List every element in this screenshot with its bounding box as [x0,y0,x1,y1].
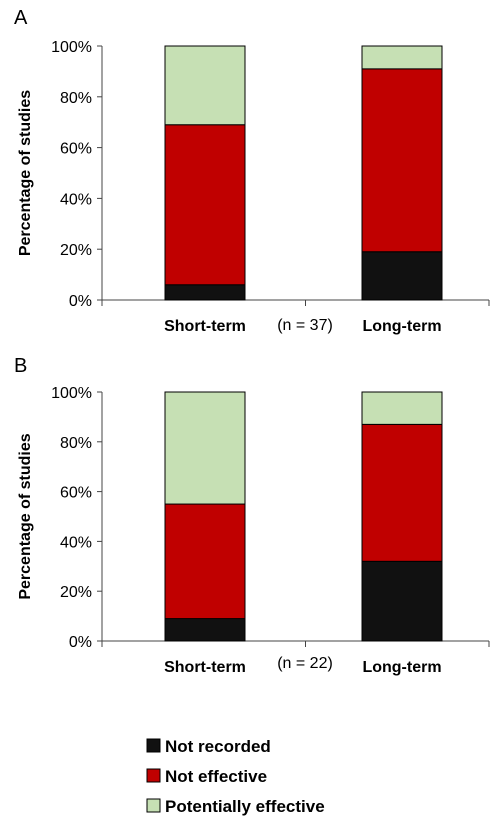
y-axis-label: Percentage of studies [17,433,34,599]
chart-panel-a: A Percentage of studies 0% 20% 40% 60% 80% 100%… [14,7,490,335]
bar-segment-not-effective [164,503,246,620]
sample-size-note: (n = 37) [277,317,333,334]
x-category-label: Short-term [164,659,246,676]
bar-segment-not-recorded [164,618,246,642]
y-tick-label: 0% [69,293,92,310]
legend-label: Not recorded [165,737,271,756]
y-tick-label: 100% [51,385,92,402]
y-tick-label: 20% [60,242,92,259]
y-tick-label: 40% [60,534,92,551]
legend-label: Potentially effective [165,797,325,816]
legend-swatch-not-effective [146,768,161,783]
bar-segment-potentially-effective [361,45,443,70]
panel-label: B [14,355,27,377]
y-tick-label: 80% [60,90,92,107]
bar-segment-not-recorded [164,284,246,301]
y-tick-label: 100% [51,39,92,56]
bar-segment-not-effective [361,68,443,253]
x-category-label: Short-term [164,318,246,335]
y-tick-label: 60% [60,485,92,502]
panel-label: A [14,7,28,29]
sample-size-note: (n = 22) [277,655,333,672]
bar-segment-not-recorded [361,560,443,642]
legend: Not recorded Not effective Potentially eff… [146,737,325,816]
y-tick-label: 80% [60,435,92,452]
legend-swatch-not-recorded [146,738,161,753]
y-tick-label: 60% [60,141,92,158]
x-category-label: Long-term [362,659,441,676]
y-tick-label: 40% [60,191,92,208]
bar-segment-potentially-effective [164,45,246,126]
chart-panel-b: B Percentage of studies 0% 20% 40% 60% 80% 100%… [14,355,490,676]
y-tick-label: 20% [60,584,92,601]
bar-segment-potentially-effective [361,391,443,425]
bar-segment-potentially-effective [164,391,246,505]
y-tick-label: 0% [69,634,92,651]
bar-segment-not-recorded [361,251,443,301]
bar-segment-not-effective [164,124,246,286]
x-category-label: Long-term [362,318,441,335]
legend-swatch-potentially-effective [146,798,161,813]
legend-label: Not effective [165,767,267,786]
bar-segment-not-effective [361,423,443,562]
y-axis-label: Percentage of studies [17,90,34,256]
